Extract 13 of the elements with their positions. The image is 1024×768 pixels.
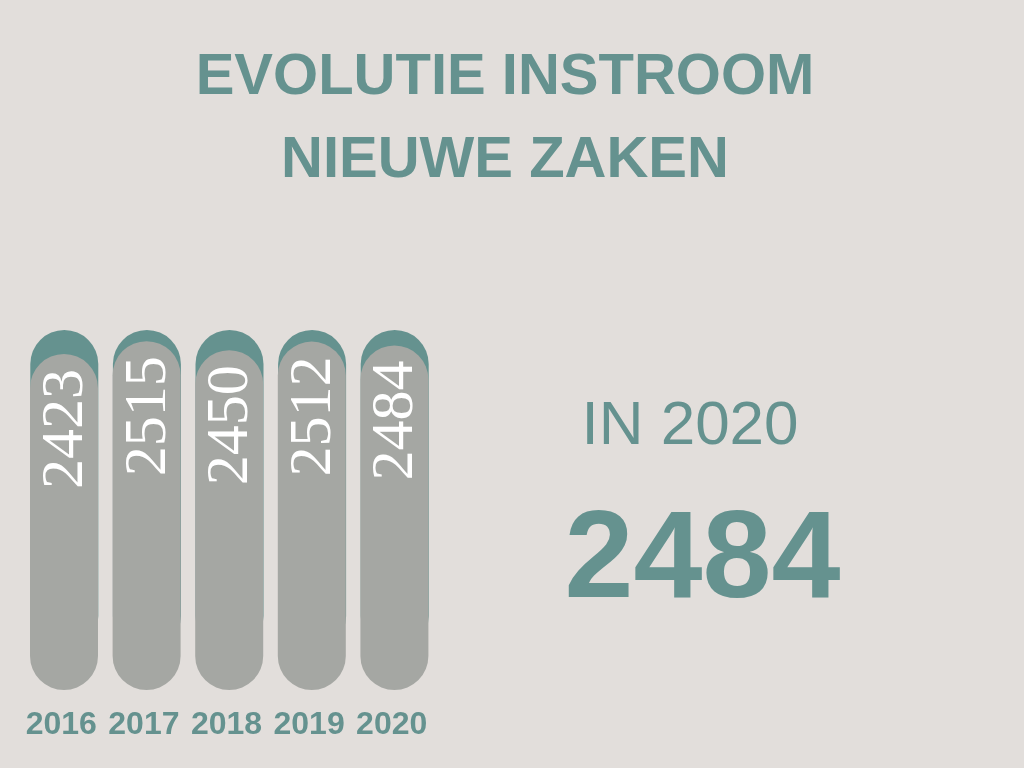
data-label: 2450 — [194, 365, 261, 486]
text: 2484 — [563, 485, 842, 623]
x-tick-label: 2020 — [356, 705, 428, 741]
x-tick-label: 2016 — [25, 705, 97, 741]
text: IN 2020 — [580, 388, 800, 457]
chart-title: EVOLUTIE INSTROOM NIEUWE ZAKEN — [194, 40, 816, 191]
x-tick-label: 2018 — [190, 705, 263, 741]
x-tick-label: 2019 — [273, 705, 345, 741]
data-label: 2515 — [111, 356, 178, 477]
data-label: 2423 — [29, 368, 95, 489]
data-label: 2512 — [276, 356, 343, 477]
data-label: 2484 — [359, 360, 426, 481]
x-tick-label: 2017 — [108, 705, 180, 741]
